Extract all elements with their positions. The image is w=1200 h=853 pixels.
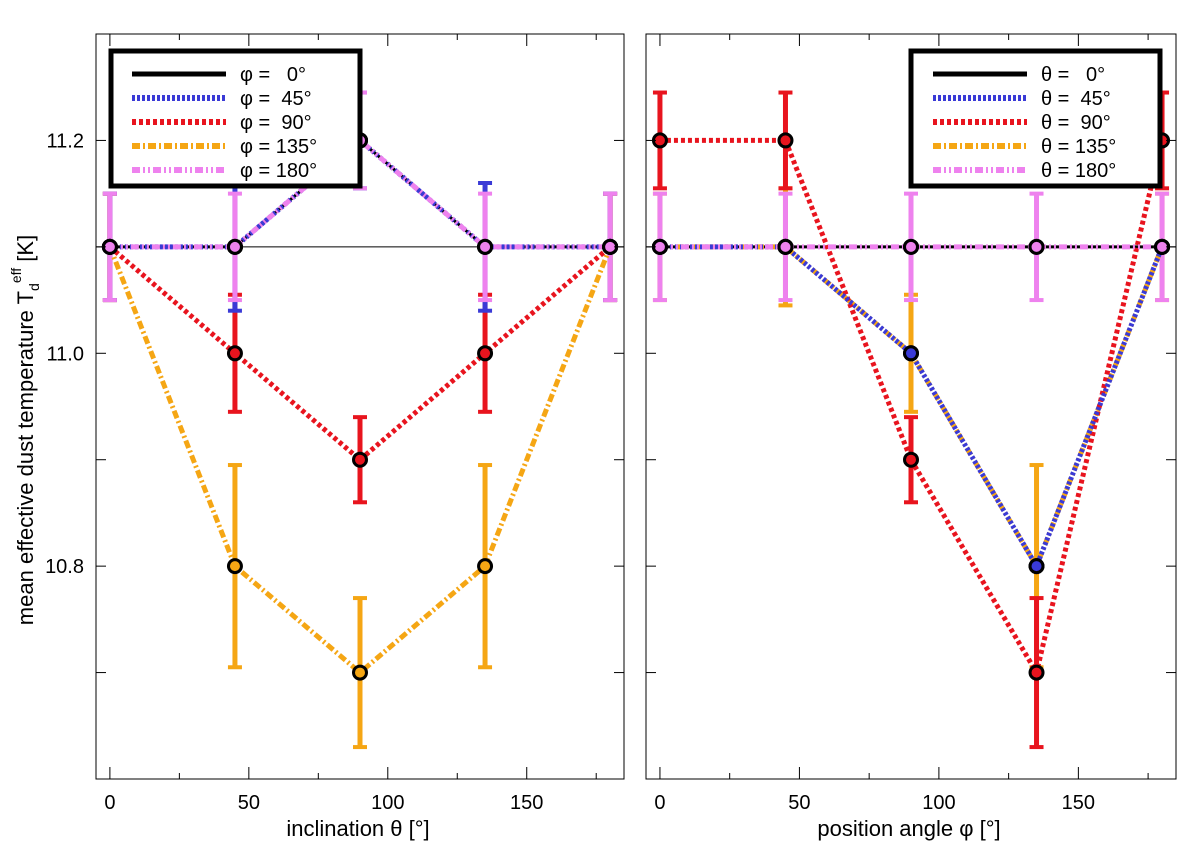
y-tick-label: 10.8 bbox=[45, 556, 84, 578]
data-point bbox=[352, 451, 368, 468]
legend: φ = 0°φ = 45°φ = 90°φ = 135°φ = 180° bbox=[108, 48, 363, 189]
data-point bbox=[226, 558, 243, 575]
series-line bbox=[108, 244, 612, 463]
x-axis-label: inclination θ [°] bbox=[286, 816, 429, 841]
legend-label: φ = 90° bbox=[240, 112, 312, 134]
x-tick-label: 150 bbox=[1062, 792, 1095, 814]
legend-label: θ = 0° bbox=[1041, 64, 1105, 86]
y-tick-label: 11.0 bbox=[47, 343, 84, 365]
legend-label: θ = 45° bbox=[1041, 88, 1111, 110]
legend-box bbox=[908, 48, 1163, 189]
legend: θ = 0°θ = 45°θ = 90°θ = 135°θ = 180° bbox=[908, 48, 1163, 189]
data-point bbox=[777, 132, 794, 149]
x-tick-label: 150 bbox=[510, 792, 543, 814]
data-point bbox=[226, 345, 243, 362]
y-axis-label: mean effective dust temperature Tdeff [K… bbox=[8, 235, 42, 625]
plot-frame bbox=[645, 33, 1177, 780]
series-line bbox=[659, 137, 1165, 680]
x-tick-label: 50 bbox=[788, 792, 810, 814]
data-point bbox=[903, 451, 919, 468]
x-tick-label: 0 bbox=[104, 792, 115, 814]
legend-label: φ = 135° bbox=[240, 136, 317, 158]
data-point bbox=[777, 238, 794, 255]
x-tick-label: 0 bbox=[654, 792, 665, 814]
x-tick-label: 100 bbox=[922, 792, 955, 814]
legend-label: θ = 135° bbox=[1041, 136, 1116, 158]
data-point bbox=[1028, 664, 1045, 681]
legend-label: θ = 180° bbox=[1041, 160, 1116, 182]
data-point bbox=[1028, 558, 1045, 575]
x-tick-label: 100 bbox=[371, 792, 404, 814]
x-tick-label: 50 bbox=[238, 792, 260, 814]
data-point bbox=[477, 345, 494, 362]
x-axis-label: position angle φ [°] bbox=[817, 816, 1000, 841]
data-point bbox=[477, 238, 494, 255]
legend-label: φ = 45° bbox=[240, 88, 312, 110]
data-point bbox=[226, 238, 243, 255]
data-point bbox=[1028, 238, 1045, 255]
legend-label: θ = 90° bbox=[1041, 112, 1111, 134]
data-point bbox=[903, 345, 919, 362]
panel-position-angle: 0 50 100 150 position angle φ [°] θ = 0°θ =… bbox=[645, 33, 1177, 841]
data-point bbox=[477, 558, 494, 575]
legend-label: φ = 180° bbox=[240, 160, 317, 182]
legend-label: φ = 0° bbox=[240, 64, 306, 86]
data-point bbox=[903, 238, 919, 255]
y-tick-label: 11.2 bbox=[47, 130, 84, 152]
legend-box bbox=[108, 48, 363, 189]
plot-frame bbox=[95, 33, 625, 780]
data-point bbox=[352, 664, 368, 681]
